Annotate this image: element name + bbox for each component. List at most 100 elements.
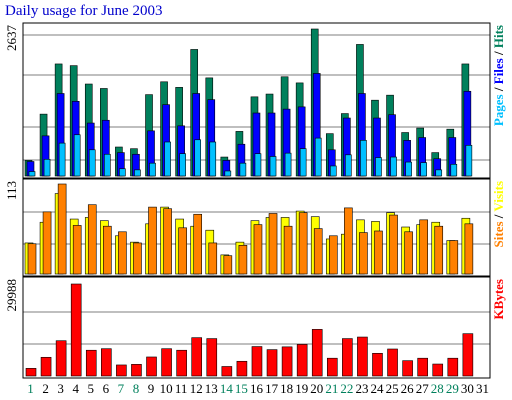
- pages-bar: [420, 162, 427, 177]
- kbytes-bar: [387, 348, 398, 377]
- sites-bar: [178, 227, 187, 275]
- day-label: 29: [446, 381, 459, 396]
- pages-bar: [360, 140, 367, 177]
- legend: Pages / Files / Hits: [491, 25, 506, 126]
- sites-bar: [253, 224, 263, 275]
- day-label: 2: [42, 381, 49, 396]
- pages-bar: [194, 139, 202, 177]
- sites-bar: [268, 213, 278, 275]
- sites-bar: [163, 208, 172, 275]
- day-label: 9: [148, 381, 155, 396]
- day-label: 20: [310, 381, 323, 396]
- pages-bar: [435, 169, 443, 177]
- legend-entry: Visits: [491, 181, 506, 215]
- pages-bar: [390, 156, 397, 177]
- kbytes-bar: [221, 366, 233, 377]
- kbytes-bar: [191, 337, 203, 377]
- legend-entry: Sites: [491, 221, 506, 247]
- sites-bar: [193, 213, 203, 275]
- day-label: 1: [27, 381, 34, 396]
- legend-entry: /: [491, 214, 506, 221]
- sites-bar: [404, 231, 413, 275]
- legend-entry: Files: [491, 58, 506, 87]
- sites-bar: [434, 225, 444, 275]
- kbytes-bar: [326, 357, 338, 377]
- y-max-label: 2637: [4, 25, 19, 52]
- kbytes-bar: [266, 349, 278, 377]
- kbytes-bar: [206, 338, 218, 377]
- pages-bar: [254, 153, 262, 177]
- day-label: 19: [295, 381, 308, 396]
- pages-bar: [299, 148, 307, 177]
- legend-entry: /: [491, 87, 506, 94]
- sites-bar: [449, 240, 459, 275]
- day-label: 17: [265, 381, 279, 396]
- sites-bar: [283, 225, 293, 275]
- sites-bar: [42, 211, 52, 275]
- sites-bar: [328, 235, 338, 275]
- day-label: 10: [160, 381, 173, 396]
- legend-entry: /: [491, 51, 506, 58]
- sites-bar: [148, 206, 157, 275]
- kbytes-bar: [311, 329, 323, 377]
- legend-entry: Hits: [491, 25, 506, 51]
- day-label: 3: [57, 381, 64, 396]
- day-label: 15: [235, 381, 248, 396]
- day-label: 30: [461, 381, 474, 396]
- pages-bar: [164, 141, 171, 177]
- sites-bar: [344, 207, 353, 275]
- kbytes-bar: [432, 363, 444, 377]
- sites-bar: [389, 214, 398, 275]
- pages-bar: [314, 137, 322, 177]
- kbytes-bar: [296, 344, 308, 377]
- kbytes-bar: [236, 360, 248, 377]
- kbytes-bar: [85, 349, 97, 377]
- kbytes-bar: [372, 352, 383, 377]
- legend: Sites / Visits: [491, 181, 506, 247]
- pages-bar: [450, 163, 458, 177]
- day-label: 18: [280, 381, 293, 396]
- pages-bar: [284, 152, 292, 177]
- pages-bar: [149, 162, 156, 177]
- sites-bar: [103, 225, 112, 275]
- sites-bar: [359, 232, 368, 275]
- sites-bar: [57, 183, 67, 275]
- sites-bar: [298, 212, 308, 275]
- pages-bar: [329, 165, 337, 177]
- sites-bar: [238, 245, 248, 275]
- y-max-label: 29988: [4, 279, 19, 312]
- kbytes-bar: [161, 348, 172, 377]
- day-label: 27: [416, 381, 430, 396]
- day-label: 13: [205, 381, 218, 396]
- day-label: 12: [190, 381, 203, 396]
- day-label: 8: [133, 381, 140, 396]
- pages-bar: [179, 153, 186, 177]
- day-label: 28: [431, 381, 444, 396]
- sites-bar: [464, 223, 474, 275]
- chart-title: Daily usage for June 2003: [5, 3, 163, 19]
- legend: KBytes: [491, 279, 506, 319]
- day-label: 26: [401, 381, 415, 396]
- pages-bar: [58, 142, 66, 177]
- day-label: 11: [175, 381, 188, 396]
- sites-bar: [208, 242, 218, 275]
- kbytes-bar: [131, 364, 142, 377]
- sites-bar: [374, 230, 383, 275]
- pages-bar: [405, 161, 412, 177]
- sites-bar: [223, 255, 233, 275]
- sites-bar: [313, 228, 323, 275]
- kbytes-bar: [447, 357, 459, 377]
- kbytes-bar: [70, 283, 82, 377]
- pages-bar: [375, 157, 382, 177]
- day-label: 31: [476, 381, 489, 396]
- legend-entry: KBytes: [491, 279, 506, 319]
- sites-bar: [133, 242, 142, 275]
- day-label: 16: [250, 381, 264, 396]
- day-label: 24: [371, 381, 385, 396]
- kbytes-bar: [176, 349, 187, 377]
- day-label: 22: [340, 381, 353, 396]
- kbytes-bar: [417, 357, 428, 377]
- day-label: 23: [355, 381, 368, 396]
- kbytes-bar: [25, 368, 37, 377]
- kbytes-bar: [251, 346, 263, 377]
